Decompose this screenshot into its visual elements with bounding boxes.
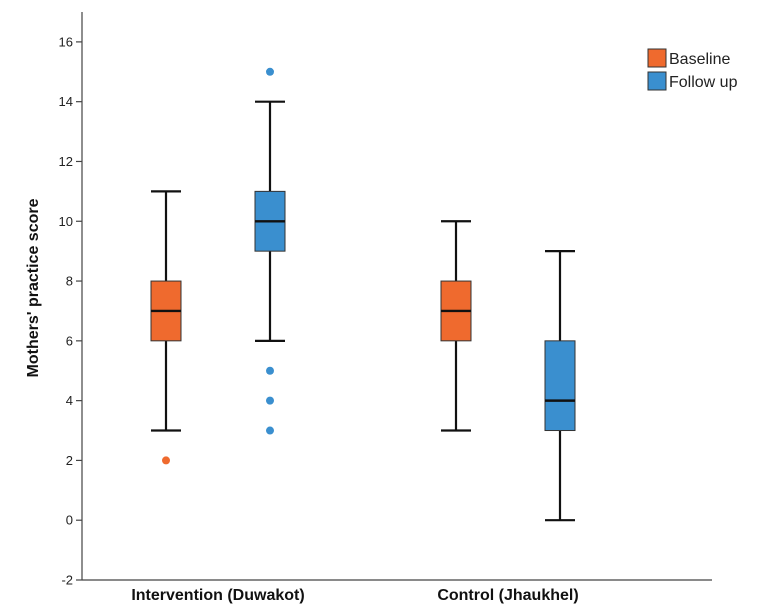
- y-tick-label: 0: [66, 513, 73, 528]
- iqr-box: [544, 340, 576, 432]
- y-tick-label: 12: [59, 154, 73, 169]
- y-tick-label: 16: [59, 34, 73, 49]
- outlier-point: [266, 396, 274, 405]
- legend: Baseline Follow up: [647, 48, 738, 91]
- series-baseline: [150, 190, 472, 465]
- y-tick-label: 2: [66, 453, 73, 468]
- legend-item: Baseline: [647, 48, 730, 68]
- series-follow-up: [254, 67, 576, 522]
- legend-swatch: [647, 71, 667, 91]
- x-category-label: Intervention (Duwakot): [131, 587, 304, 604]
- y-tick-label: 10: [59, 214, 73, 229]
- legend-label: Follow up: [669, 74, 738, 91]
- box-series: [150, 67, 576, 522]
- y-tick-label: 4: [66, 393, 73, 408]
- box-baseline-intervention: [150, 190, 182, 465]
- legend-swatch: [647, 48, 667, 68]
- legend-label: Baseline: [669, 51, 730, 68]
- legend-item: Follow up: [647, 71, 738, 91]
- y-tick-label: 14: [59, 94, 73, 109]
- y-axis-label: Mothers' practice score: [25, 198, 42, 377]
- outlier-point: [266, 366, 274, 375]
- axes: [81, 12, 712, 581]
- y-tick-label: 8: [66, 274, 73, 289]
- outlier-point: [162, 456, 170, 465]
- box-follow-up-control: [544, 250, 576, 522]
- outlier-point: [266, 426, 274, 435]
- y-tick-label: -2: [61, 573, 73, 588]
- outlier-point: [266, 67, 274, 76]
- y-tick-label: 6: [66, 333, 73, 348]
- x-category-label: Control (Jhaukhel): [437, 587, 578, 604]
- box-baseline-control: [440, 220, 472, 432]
- category-labels: Intervention (Duwakot) Control (Jhaukhel): [131, 587, 578, 604]
- box-follow-up-intervention: [254, 67, 286, 435]
- y-ticks: -2 0 2 4 6 8 10 12 14 16: [59, 34, 82, 588]
